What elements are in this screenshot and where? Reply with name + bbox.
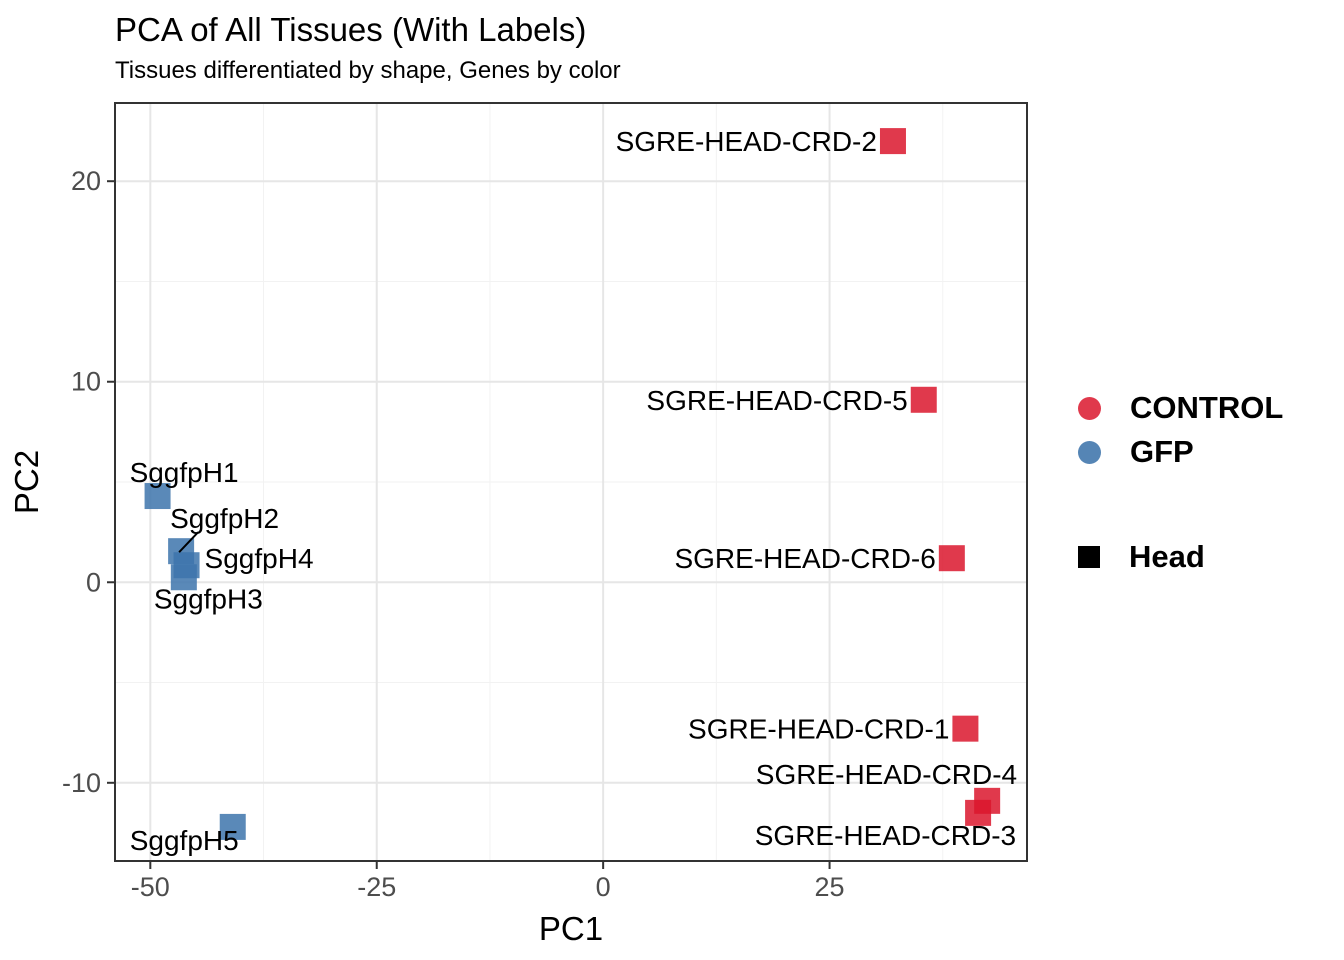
legend-item-label: CONTROL (1130, 390, 1284, 425)
point-label: SGRE-HEAD-CRD-3 (755, 820, 1016, 851)
data-point-gfp (219, 813, 246, 840)
x-axis-title: PC1 (539, 910, 603, 947)
point-label: SggfpH4 (205, 543, 314, 574)
x-tick-label: -50 (131, 872, 170, 902)
point-label: SGRE-HEAD-CRD-1 (688, 714, 949, 745)
point-label: SGRE-HEAD-CRD-5 (646, 385, 907, 416)
chart-title: PCA of All Tissues (With Labels) (115, 11, 587, 48)
x-tick-label: 0 (596, 872, 611, 902)
point-label: SGRE-HEAD-CRD-6 (674, 543, 935, 574)
label-leader-line (178, 531, 199, 553)
x-tick-label: 25 (815, 872, 845, 902)
data-point-control (910, 386, 937, 413)
data-point-gfp (144, 483, 171, 510)
chart-subtitle: Tissues differentiated by shape, Genes b… (115, 57, 621, 84)
legend-item-label: GFP (1130, 434, 1194, 469)
legend-item-control: CONTROL (1078, 388, 1283, 428)
legend-item-head: Head (1078, 537, 1205, 577)
y-tick-label: 10 (71, 367, 101, 397)
y-tick-label: -10 (62, 768, 101, 798)
legend-item-label: Head (1129, 539, 1205, 574)
panel-border (114, 102, 1028, 862)
head-square-icon (1078, 546, 1100, 568)
y-axis-title: PC2 (8, 450, 45, 514)
data-point-control (965, 799, 992, 826)
point-label: SGRE-HEAD-CRD-2 (616, 126, 877, 157)
y-tick-label: 0 (86, 567, 101, 597)
data-point-gfp (170, 564, 197, 591)
point-label: SGRE-HEAD-CRD-4 (756, 759, 1017, 790)
point-label: SggfpH5 (130, 825, 239, 856)
data-point-control (938, 545, 965, 572)
legend-item-gfp: GFP (1078, 432, 1194, 472)
data-point-control (952, 715, 979, 742)
gfp-circle-icon (1078, 440, 1101, 464)
data-point-control (879, 128, 906, 155)
point-label: SggfpH1 (130, 457, 239, 488)
y-tick-label: 20 (71, 166, 101, 196)
point-label: SggfpH2 (170, 503, 279, 534)
control-circle-icon (1078, 396, 1101, 420)
point-label: SggfpH3 (154, 583, 263, 614)
x-tick-label: -25 (357, 872, 396, 902)
